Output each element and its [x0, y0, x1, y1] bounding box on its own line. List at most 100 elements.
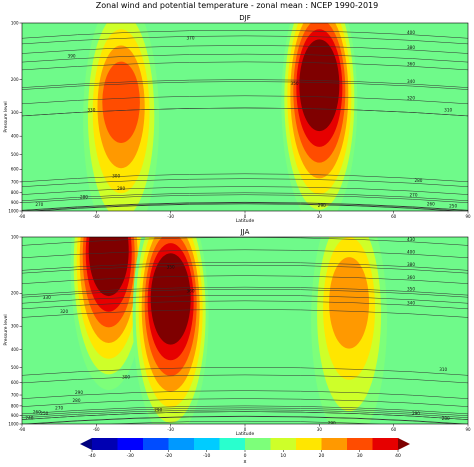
colorbar: -40 -30 -20 -10 0 10 20 30 40 x	[80, 438, 410, 465]
panel-title: JJA	[240, 228, 250, 236]
jet-level	[329, 257, 370, 349]
colorbar-tick-label: 0	[244, 453, 247, 459]
plot-area: 270 280 290 300 330 350 370 390 400 380 360 340 320 3…	[22, 23, 468, 211]
y-tick-label: 800	[11, 190, 19, 195]
theta-contour-label: 400	[407, 30, 415, 35]
theta-contour-label: 280	[442, 416, 450, 421]
x-tick-label: -30	[167, 214, 174, 219]
colorbar-high-arrow	[398, 438, 410, 450]
colorbar-segment	[245, 438, 271, 450]
colorbar-tick-label: 10	[280, 453, 286, 459]
y-tick-label: 600	[11, 167, 19, 172]
y-axis-label: Pressure level	[3, 314, 9, 345]
theta-contour-line	[22, 295, 468, 304]
theta-contour-label: 430	[407, 237, 415, 242]
y-tick-label: 1000	[8, 421, 19, 426]
y-tick-label: 900	[11, 413, 19, 418]
theta-contour-label: 290	[328, 421, 336, 426]
theta-contour-line	[25, 203, 465, 211]
theta-contour-label: 290	[75, 390, 83, 395]
y-tick-label: 700	[11, 392, 19, 397]
colorbar-tick-label: -40	[88, 453, 95, 459]
x-tick-label: -90	[19, 427, 26, 432]
panel-djf: DJF 270280290300330350370390400380360340…	[3, 14, 471, 224]
theta-contour-label: 270	[55, 405, 63, 410]
theta-contour-line	[22, 107, 468, 117]
y-tick-label: 800	[11, 403, 19, 408]
theta-contour-line	[22, 237, 468, 246]
y-tick-label: 400	[11, 134, 19, 139]
x-ticks: -90 -60 -30 0 30 60 90	[19, 211, 471, 219]
colorbar-tick-label: 20	[319, 453, 325, 459]
theta-contour-line	[22, 202, 468, 211]
theta-contour-line	[32, 203, 458, 211]
panel-title: DJF	[239, 14, 250, 22]
x-tick-label: 90	[465, 427, 471, 432]
theta-contour-label: 350	[167, 265, 175, 270]
colorbar-segment	[92, 438, 118, 450]
x-tick-label: 0	[244, 214, 247, 219]
theta-contour-label: 330	[87, 107, 95, 112]
theta-contour-label: 300	[122, 374, 130, 379]
theta-contour-line	[22, 300, 468, 310]
theta-contour-line	[22, 264, 468, 274]
theta-contour-line	[22, 186, 468, 195]
theta-contour-line	[22, 390, 468, 399]
y-tick-label: 300	[11, 324, 19, 329]
plot-area: 350 360 330 320 300 290 280 270 260 250 240 290 290 2…	[22, 237, 468, 426]
theta-contour-label: 320	[407, 95, 415, 100]
y-tick-label: 100	[11, 234, 19, 239]
theta-contour-label: 270	[35, 202, 43, 207]
theta-contour-label: 260	[427, 202, 435, 207]
colorbar-label: x	[244, 459, 247, 465]
colorbar-tick-label: -20	[165, 453, 172, 459]
theta-contour-line	[22, 201, 468, 211]
y-tick-label: 400	[11, 347, 19, 352]
colorbar-tick-label: 30	[357, 453, 363, 459]
y-tick-label: 900	[11, 200, 19, 205]
theta-contour-line	[107, 420, 383, 424]
y-tick-label: 200	[11, 291, 19, 296]
jet-level	[91, 237, 126, 281]
x-tick-label: 0	[244, 427, 247, 432]
theta-contour-line	[22, 249, 468, 259]
theta-contours: 350 360 330 320 300 290 280 270 260 250 240 290 290 2…	[22, 237, 468, 426]
theta-contour-line	[22, 178, 468, 187]
wind-field	[83, 23, 358, 211]
theta-contour-label: 290	[318, 203, 326, 208]
colorbar-segment	[372, 438, 399, 450]
theta-contour-line	[22, 275, 468, 284]
colorbar-segment	[219, 438, 246, 450]
theta-contour-line	[22, 61, 468, 71]
theta-contour-line	[22, 409, 468, 419]
colorbar-segments	[80, 438, 410, 450]
theta-contour-label: 360	[186, 289, 194, 294]
theta-contour-line	[22, 262, 468, 271]
theta-contour-line	[22, 45, 468, 54]
colorbar-segment	[321, 438, 348, 450]
x-tick-label: 30	[317, 427, 323, 432]
theta-contour-line	[22, 192, 468, 202]
theta-contour-line	[22, 407, 468, 417]
x-tick-label: -90	[19, 214, 26, 219]
y-tick-label: 500	[11, 152, 19, 157]
theta-contours: 270 280 290 300 330 350 370 390 400 380 360 340 320 3…	[22, 30, 468, 211]
theta-contour-line	[22, 411, 468, 420]
jet-level	[102, 61, 140, 144]
x-tick-label: 60	[391, 427, 397, 432]
theta-contour-label: 290	[154, 407, 162, 412]
theta-contour-line	[22, 194, 468, 204]
theta-contour-line	[22, 288, 468, 298]
theta-contour-label: 380	[407, 45, 415, 50]
theta-contour-label: 350	[407, 287, 415, 292]
theta-contour-label: 360	[407, 275, 415, 280]
y-ticks: 100 200 300 400 500 600 700 800 900 1000	[8, 20, 22, 213]
theta-contour-label: 250	[449, 203, 457, 208]
y-tick-label: 600	[11, 380, 19, 385]
x-tick-label: 60	[391, 214, 397, 219]
colorbar-segment	[296, 438, 322, 450]
theta-contour-label: 340	[407, 79, 415, 84]
theta-contour-label: 340	[407, 300, 415, 305]
theta-contour-label: 310	[444, 107, 452, 112]
